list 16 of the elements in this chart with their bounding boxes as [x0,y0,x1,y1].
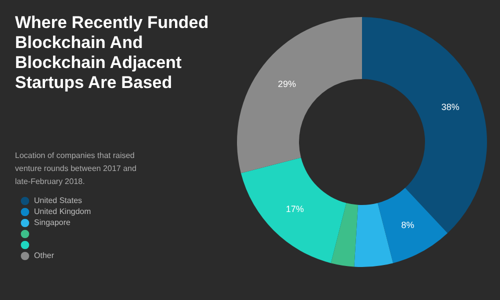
legend-label: United States [34,196,82,205]
donut-slice [354,203,394,267]
text: Where Recently Funded Blockchain And Blockchain Adjacent Startups Are Based [15,13,209,92]
legend-label: Singapore [34,218,72,227]
data-label: 8% [401,220,414,230]
data-label: 17% [286,204,304,214]
donut-slice [237,17,362,174]
legend-label: Other [34,251,54,260]
donut-slice [240,158,346,264]
legend-label: United Kingdom [34,207,92,216]
text: Location of companies that raised venture rounds between 2017 and late-February 2018. [15,151,136,186]
data-label: 38% [441,102,460,112]
donut-slice [330,203,358,267]
donut-slice [378,188,448,264]
donut-slice [362,17,487,234]
data-label: 29% [278,78,296,89]
